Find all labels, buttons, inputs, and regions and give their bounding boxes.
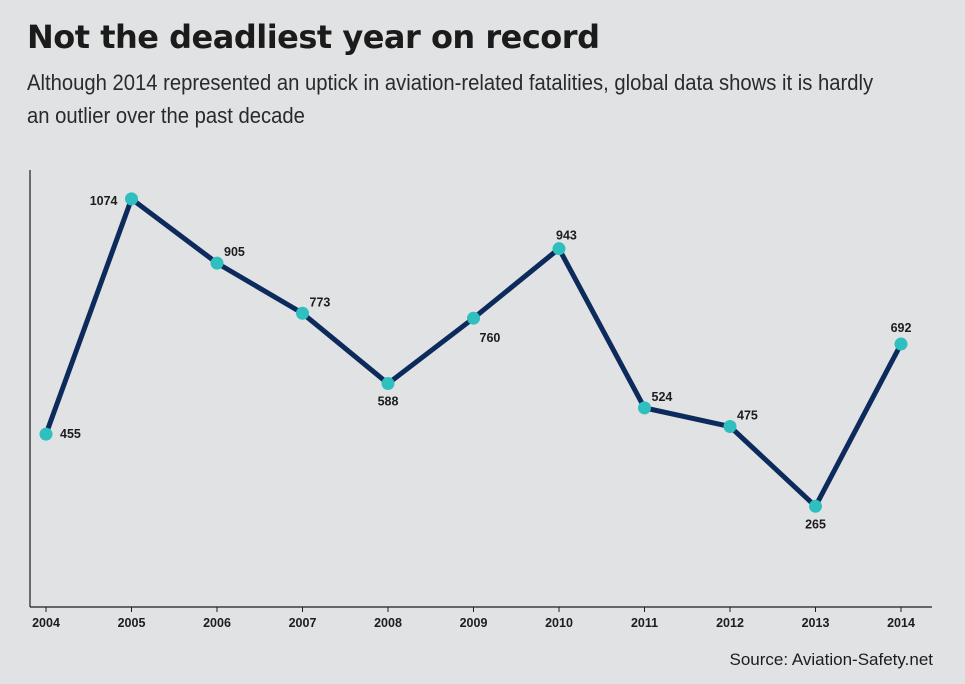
x-tick-label: 2008 bbox=[374, 616, 402, 630]
x-tick-label: 2007 bbox=[289, 616, 317, 630]
x-tick-label: 2014 bbox=[887, 616, 915, 630]
data-label: 692 bbox=[891, 321, 912, 335]
data-point bbox=[39, 427, 53, 441]
data-label: 905 bbox=[224, 245, 245, 259]
x-tick-label: 2005 bbox=[118, 616, 146, 630]
x-tick-label: 2010 bbox=[545, 616, 573, 630]
data-label: 265 bbox=[805, 517, 826, 531]
data-label: 943 bbox=[556, 229, 577, 243]
data-point bbox=[809, 499, 822, 513]
x-tick-label: 2006 bbox=[203, 616, 231, 630]
x-tick-marks bbox=[45, 607, 902, 612]
data-label: 455 bbox=[60, 427, 81, 441]
data-point bbox=[723, 420, 737, 433]
x-tick-label: 2013 bbox=[802, 616, 830, 630]
data-label: 475 bbox=[737, 409, 758, 423]
data-labels: 455 1074 905 773 588 760 943 524 475 265 692 bbox=[60, 194, 911, 531]
chart-title: Not the deadliest year on record bbox=[27, 18, 600, 56]
x-tick-label: 2011 bbox=[631, 616, 658, 630]
data-points bbox=[39, 192, 908, 513]
chart-subtitle: Although 2014 represented an uptick in a… bbox=[27, 70, 874, 128]
data-point bbox=[552, 242, 566, 256]
data-label: 1074 bbox=[90, 194, 118, 208]
x-tick-label: 2012 bbox=[716, 616, 744, 630]
source-note: Source: Aviation-Safety.net bbox=[729, 650, 934, 669]
data-point bbox=[638, 401, 651, 415]
data-point bbox=[125, 192, 138, 206]
data-point bbox=[210, 256, 224, 270]
data-point bbox=[381, 377, 395, 391]
data-point bbox=[296, 306, 309, 320]
x-tick-label: 2009 bbox=[460, 616, 488, 630]
x-tick-label: 2004 bbox=[32, 616, 60, 630]
data-label: 588 bbox=[378, 395, 399, 409]
x-tick-labels: 2004 2005 2006 2007 2008 2009 2010 2011 2012 2013… bbox=[32, 616, 915, 630]
data-label: 760 bbox=[480, 331, 501, 345]
data-label: 524 bbox=[652, 390, 673, 404]
data-point bbox=[894, 337, 908, 351]
data-label: 773 bbox=[310, 295, 331, 309]
data-point bbox=[467, 311, 480, 325]
series-line bbox=[43, 194, 904, 511]
